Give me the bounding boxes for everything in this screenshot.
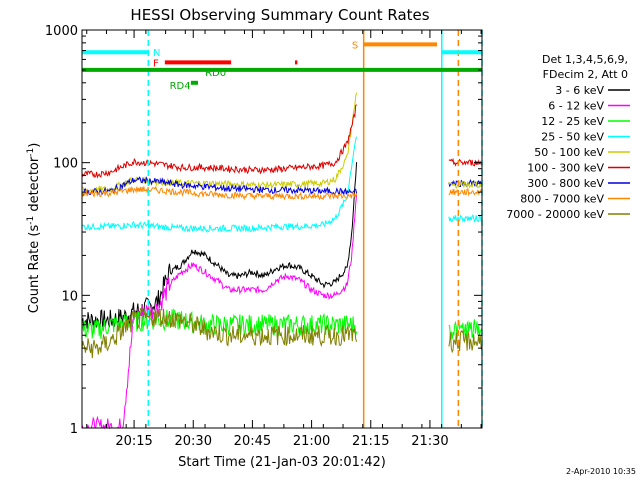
legend-label-3: 25 - 50 keV	[541, 131, 604, 144]
legend: Det 1,3,4,5,6,9, FDecim 2, Att 0 3 - 6 k…	[506, 53, 630, 221]
plot-area: NF RD0 RD4 S 1 10 100 1000 20:15 20:30 20:45 21:00 2…	[45, 24, 483, 449]
y-tick-label-1: 10	[61, 289, 78, 304]
y-tick-label-0: 1	[70, 422, 78, 437]
x-tick-label-3: 21:00	[293, 434, 330, 449]
legend-label-2: 12 - 25 keV	[541, 115, 604, 128]
series-line-7	[81, 185, 358, 201]
plot-frame	[81, 29, 483, 429]
series-line-1	[81, 194, 358, 430]
legend-label-8: 7000 - 20000 keV	[506, 208, 604, 221]
post-gap-series-5	[448, 319, 483, 341]
post-gap-series-6	[448, 329, 483, 354]
timestamp: 2-Apr-2010 10:35	[566, 467, 636, 476]
legend-label-7: 800 - 7000 keV	[520, 193, 604, 206]
x-tick-label-4: 21:15	[352, 434, 389, 449]
legend-label-4: 50 - 100 keV	[534, 146, 604, 159]
x-tick-label-2: 20:45	[234, 434, 271, 449]
legend-label-0: 3 - 6 keV	[555, 84, 604, 97]
series-line-4	[81, 92, 358, 194]
status-label-rd0: RD0	[205, 68, 226, 79]
post-gap-series-3	[448, 188, 483, 197]
status-label-f: F	[153, 58, 159, 69]
y-tick-label-3: 1000	[45, 24, 78, 39]
status-label-n: N	[153, 48, 160, 59]
post-gap-series-4	[448, 213, 483, 223]
legend-header-line-1: Det 1,3,4,5,6,9,	[542, 53, 628, 66]
y-axis-label: Count Rate (s-1 detector-1)	[26, 143, 42, 314]
legend-label-1: 6 - 12 keV	[548, 100, 604, 113]
series-line-8	[81, 307, 358, 359]
series-line-0	[81, 162, 358, 330]
post-gap-series-0	[448, 157, 483, 167]
post-gap-series-2	[448, 180, 483, 189]
x-tick-label-1: 20:30	[175, 434, 212, 449]
series-line-3	[81, 136, 358, 233]
status-label-s: S	[352, 40, 358, 51]
legend-header-line-2: FDecim 2, Att 0	[543, 68, 628, 81]
series-line-6	[81, 176, 358, 197]
y-tick-label-2: 100	[53, 157, 78, 172]
legend-label-5: 100 - 300 keV	[527, 162, 604, 175]
x-axis-label: Start Time (21-Jan-03 20:01:42)	[178, 455, 386, 470]
x-tick-label-5: 21:30	[411, 434, 448, 449]
series-line-5	[81, 104, 357, 179]
status-label-rd4: RD4	[170, 81, 191, 92]
chart-title: HESSI Observing Summary Count Rates	[130, 6, 429, 24]
x-tick-label-0: 20:15	[115, 434, 152, 449]
legend-label-6: 300 - 800 keV	[527, 177, 604, 190]
